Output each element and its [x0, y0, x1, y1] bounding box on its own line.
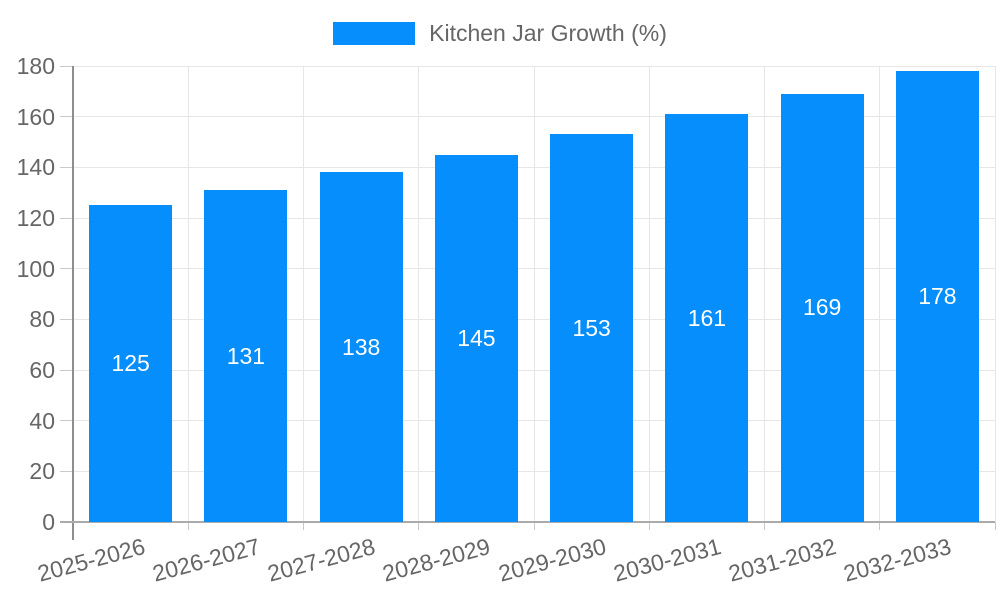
x-tick-mark [303, 522, 304, 530]
y-tick-mark [60, 318, 73, 320]
y-tick-label: 180 [16, 53, 55, 79]
bar-value-label: 161 [687, 304, 727, 331]
y-tick-label: 40 [29, 407, 55, 434]
gridline-vertical [994, 66, 996, 522]
x-tick-mark [879, 522, 881, 530]
y-axis-line [72, 66, 74, 540]
y-tick-label: 140 [16, 154, 55, 181]
bar[interactable]: 131 [204, 190, 288, 522]
gridline-vertical [533, 66, 535, 522]
bar-value-label: 125 [111, 350, 150, 377]
bar[interactable]: 138 [319, 172, 403, 522]
x-tick-label: 2027-2028 [264, 533, 378, 587]
y-tick-label: 0 [42, 509, 55, 535]
gridline-vertical [187, 66, 189, 522]
y-tick-mark [60, 65, 73, 67]
x-tick-label: 2032-2033 [841, 533, 955, 587]
bar-value-label: 131 [226, 342, 266, 369]
x-tick-label: 2028-2029 [380, 533, 494, 587]
bar[interactable]: 145 [434, 154, 518, 522]
y-tick-label: 80 [29, 306, 55, 333]
gridline-vertical [648, 66, 650, 522]
bar[interactable]: 153 [550, 134, 634, 522]
bar[interactable]: 169 [780, 93, 864, 522]
y-tick-mark [60, 420, 73, 422]
y-tick-mark [60, 166, 73, 168]
bar-value-label: 178 [918, 283, 957, 310]
y-tick-mark [60, 217, 73, 219]
x-axis-baseline [60, 521, 995, 523]
y-tick-mark [60, 116, 73, 118]
bar-value-label: 153 [572, 314, 611, 341]
gridline-vertical [764, 66, 765, 522]
x-tick-mark [994, 522, 996, 530]
bar[interactable]: 178 [895, 71, 979, 522]
y-tick-label: 60 [29, 357, 55, 383]
gridline-vertical [303, 66, 304, 522]
gridline-vertical [879, 66, 881, 522]
x-tick-label: 2026-2027 [149, 533, 263, 587]
x-tick-label: 2030-2031 [610, 533, 724, 587]
x-tick-mark [764, 522, 765, 530]
legend[interactable]: Kitchen Jar Growth (%) [0, 20, 1000, 47]
x-tick-mark [187, 522, 189, 530]
x-tick-label: 2025-2026 [34, 533, 148, 587]
y-tick-label: 20 [29, 458, 55, 485]
x-tick-label: 2031-2032 [725, 533, 839, 587]
y-tick-mark [60, 369, 73, 371]
gridline-vertical [418, 66, 420, 522]
legend-swatch [333, 22, 416, 45]
y-tick-mark [60, 470, 73, 472]
y-tick-label: 100 [16, 255, 55, 282]
bar-value-label: 138 [341, 333, 381, 360]
y-tick-label: 160 [16, 103, 55, 130]
bar[interactable]: 125 [89, 205, 173, 522]
y-tick-mark [60, 268, 73, 270]
x-tick-mark [648, 522, 650, 530]
legend-label: Kitchen Jar Growth (%) [429, 20, 667, 46]
bar-value-label: 169 [802, 294, 842, 321]
bar-value-label: 145 [457, 324, 496, 351]
y-tick-label: 120 [16, 205, 55, 231]
x-tick-mark [418, 522, 420, 530]
x-tick-label: 2029-2030 [495, 533, 609, 587]
bar[interactable]: 161 [665, 114, 749, 522]
x-tick-mark [533, 522, 535, 530]
